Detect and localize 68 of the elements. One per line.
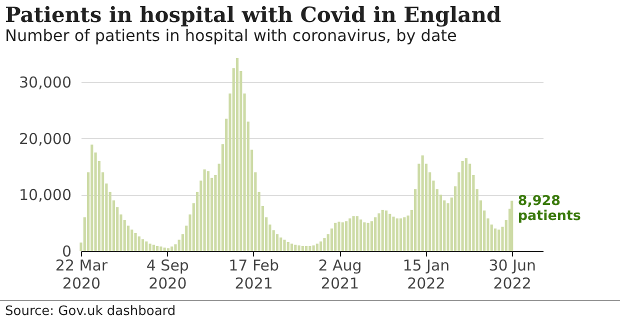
bar	[348, 218, 352, 251]
bar	[145, 241, 148, 251]
chart-subtitle: Number of patients in hospital with coronavirus, by date	[5, 26, 457, 45]
bar	[403, 217, 406, 251]
bar	[366, 222, 370, 251]
bar	[298, 245, 300, 251]
bar	[461, 160, 464, 251]
bar	[421, 155, 424, 251]
bar	[286, 242, 290, 251]
bar	[152, 244, 155, 251]
source-note: Source: Gov.uk dashboard	[0, 300, 620, 320]
bar	[206, 171, 210, 251]
bar	[156, 246, 159, 251]
bar	[356, 216, 358, 251]
bar	[276, 234, 279, 251]
bar	[304, 246, 308, 251]
y-tick-label: 10,000	[19, 186, 72, 204]
bar	[301, 246, 304, 251]
bar	[316, 244, 318, 251]
bar	[378, 213, 380, 251]
x-tick-label: 4 Sep 2020	[146, 256, 189, 292]
bar	[370, 221, 373, 251]
bar	[334, 222, 337, 251]
bar	[130, 230, 134, 251]
bar	[138, 236, 140, 251]
bar	[166, 248, 170, 251]
x-tick-label: 2 Aug 2021	[318, 256, 362, 292]
bar	[510, 200, 514, 251]
bar	[323, 238, 326, 251]
bar	[363, 222, 366, 251]
bar	[381, 210, 384, 251]
bar	[312, 245, 315, 251]
bar	[294, 244, 297, 251]
bar	[399, 218, 402, 251]
bar	[338, 222, 340, 251]
bar	[341, 222, 344, 251]
bar	[170, 246, 174, 251]
bar	[359, 219, 362, 251]
annotation: 8,928 patients	[518, 192, 581, 224]
bar	[283, 240, 286, 251]
bar	[163, 248, 166, 251]
bar	[392, 216, 395, 251]
y-tick-label: 20,000	[19, 130, 72, 148]
x-tick-label: 17 Feb 2021	[228, 256, 280, 292]
bar	[320, 241, 322, 251]
bar	[344, 221, 348, 251]
bar	[203, 169, 206, 251]
chart-title: Patients in hospital with Covid in England	[5, 2, 502, 27]
bar	[308, 246, 312, 251]
bar	[290, 244, 294, 251]
bar	[494, 228, 497, 251]
bar	[384, 210, 388, 251]
bar	[388, 214, 392, 251]
bar	[134, 232, 137, 251]
x-tick-label: 15 Jan 2022	[402, 256, 450, 292]
bar	[396, 218, 398, 251]
bar	[236, 58, 239, 251]
bar	[352, 216, 355, 251]
bar	[160, 246, 162, 251]
bar	[141, 239, 144, 251]
bar	[374, 217, 377, 251]
bar	[464, 158, 468, 251]
bar	[498, 230, 500, 251]
x-tick-label: 30 Jun 2022	[488, 256, 536, 292]
bar	[148, 244, 152, 251]
bar	[280, 237, 282, 251]
y-tick-label: 30,000	[19, 74, 72, 92]
bar	[90, 144, 94, 251]
